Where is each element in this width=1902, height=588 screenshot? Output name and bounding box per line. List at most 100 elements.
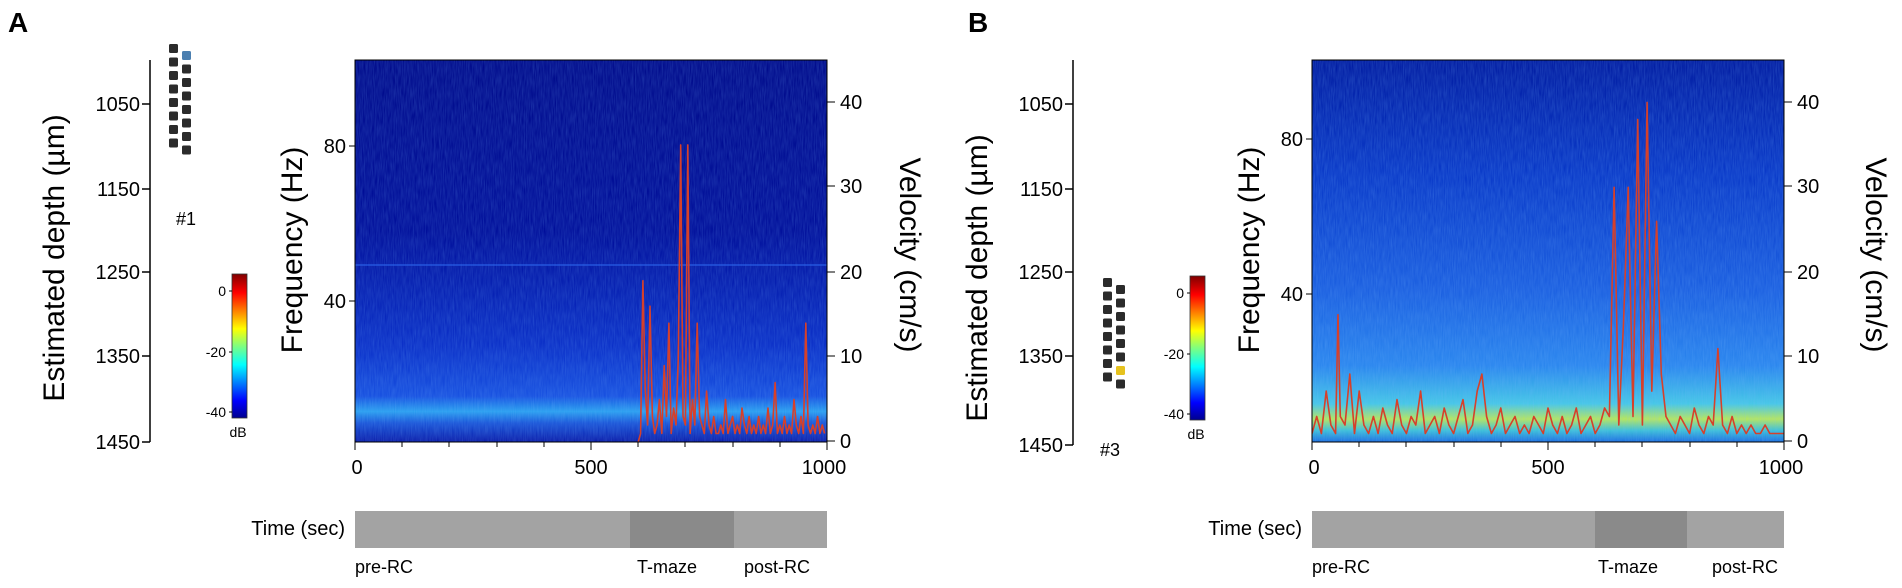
depth-axis-title: Estimated depth (µm) [961,134,994,421]
spectrogram: 80 40 Frequency (Hz) 40 30 20 10 0 Veloc… [1233,59,1892,479]
epoch-pre-rc [355,511,630,548]
epoch-label: pre-RC [355,557,413,577]
velocity-tick: 20 [840,262,862,284]
depth-tick: 1150 [97,179,140,201]
colorbar-tick: -40 [206,404,226,420]
epoch-t-maze [630,511,734,548]
depth-tick: 1350 [96,346,141,368]
freq-tick: 40 [324,291,346,313]
electrode-site [1103,305,1112,314]
electrode-site [182,118,191,128]
depth-tick: 1250 [1019,262,1064,284]
frequency-axis-title: Frequency (Hz) [276,147,309,354]
panel-b: B 1050 1150 1250 1350 1450 Estimated dep… [961,7,1892,577]
depth-tick: 1050 [1019,94,1064,116]
colorbar-tick: -20 [206,344,226,360]
electrode-site [169,111,178,121]
velocity-axis-title: Velocity (cm/s) [893,157,926,352]
velocity-tick: 0 [840,431,851,453]
epoch-post-rc [1687,511,1784,548]
electrode-site [1116,352,1125,362]
epoch-bar: Time (sec) pre-RC T-maze post-RC [1208,511,1784,577]
epoch-label: post-RC [1712,557,1778,577]
electrode-site [1116,312,1125,321]
electrode-site [169,125,178,134]
time-tick: 500 [574,457,607,479]
colorbar-tick: -40 [1164,406,1184,422]
time-tick: 1000 [1759,457,1804,479]
electrode-site [182,51,191,60]
electrode-site [1103,345,1112,355]
depth-tick: 1450 [1019,435,1064,457]
freq-tick: 80 [324,136,346,158]
time-axis: 0 500 1000 [1308,442,1803,479]
depth-axis: 1050 1150 1250 1350 1450 Estimated depth… [961,60,1074,457]
electrode-site [182,105,191,114]
epoch-label: pre-RC [1312,557,1370,577]
colorbar-unit: dB [1187,426,1204,442]
electrode-site [182,145,191,155]
velocity-tick: 10 [1797,346,1819,368]
time-axis: 0 500 1000 [351,442,846,479]
electrode-site [1116,298,1125,308]
time-tick: 0 [1308,457,1319,479]
electrode-site [1103,372,1112,382]
electrode-site [1103,278,1112,287]
electrode-site [182,91,191,101]
electrode-site [1103,318,1112,328]
time-tick: 500 [1531,457,1564,479]
freq-tick: 40 [1281,284,1303,306]
depth-tick: 1450 [96,432,141,454]
electrode-site [182,64,191,74]
velocity-tick: 30 [840,176,862,198]
probe-label: #1 [176,209,196,229]
colorbar-tick: 0 [1176,285,1184,301]
depth-tick: 1250 [96,262,141,284]
panel-letter: A [8,7,28,38]
colorbar: 0 -20 -40 dB [1164,275,1206,442]
depth-tick: 1350 [1019,346,1064,368]
depth-tick: 1150 [1020,179,1063,201]
electrode-site [169,138,178,148]
time-bar-label: Time (sec) [1208,518,1302,540]
velocity-line [637,144,826,442]
epoch-label: T-maze [1598,557,1658,577]
probe-shank [1103,278,1125,389]
panel-a: A 1050 1150 1250 1350 1450 Estimated dep… [8,7,926,577]
velocity-line [1312,101,1784,435]
time-tick: 0 [351,457,362,479]
panel-letter: B [968,7,988,38]
depth-axis: 1050 1150 1250 1350 1450 Estimated depth… [38,60,151,454]
electrode-site [169,98,178,107]
frequency-axis-title: Frequency (Hz) [1233,147,1266,354]
electrode-site [169,84,178,94]
velocity-axis-title: Velocity (cm/s) [1859,157,1892,352]
depth-axis-title: Estimated depth (µm) [38,114,71,401]
probe-label: #3 [1100,440,1120,460]
velocity-axis: 40 30 20 10 0 Velocity (cm/s) [827,92,926,453]
velocity-axis: 40 30 20 10 0 Velocity (cm/s) [1784,92,1892,453]
epoch-t-maze [1595,511,1687,548]
velocity-trace [1312,101,1784,435]
colorbar-tick: 0 [218,283,226,299]
epoch-label: T-maze [637,557,697,577]
velocity-trace [637,144,826,442]
electrode-site [1116,285,1125,294]
velocity-tick: 20 [1797,262,1819,284]
time-bar-label: Time (sec) [251,518,345,540]
electrode-site [1103,291,1112,301]
velocity-tick: 0 [1797,431,1808,453]
electrode-site [1116,366,1125,375]
electrode-site [1103,359,1112,368]
electrode-site [169,71,178,80]
colorbar-unit: dB [229,424,246,440]
colorbar-tick: -20 [1164,346,1184,362]
velocity-tick: 10 [840,346,862,368]
freq-tick: 80 [1281,129,1303,151]
electrode-site [1116,339,1125,348]
probe-shank [169,44,191,155]
velocity-tick: 30 [1797,176,1819,198]
electrode-site [1116,325,1125,335]
depth-tick: 1050 [96,94,141,116]
